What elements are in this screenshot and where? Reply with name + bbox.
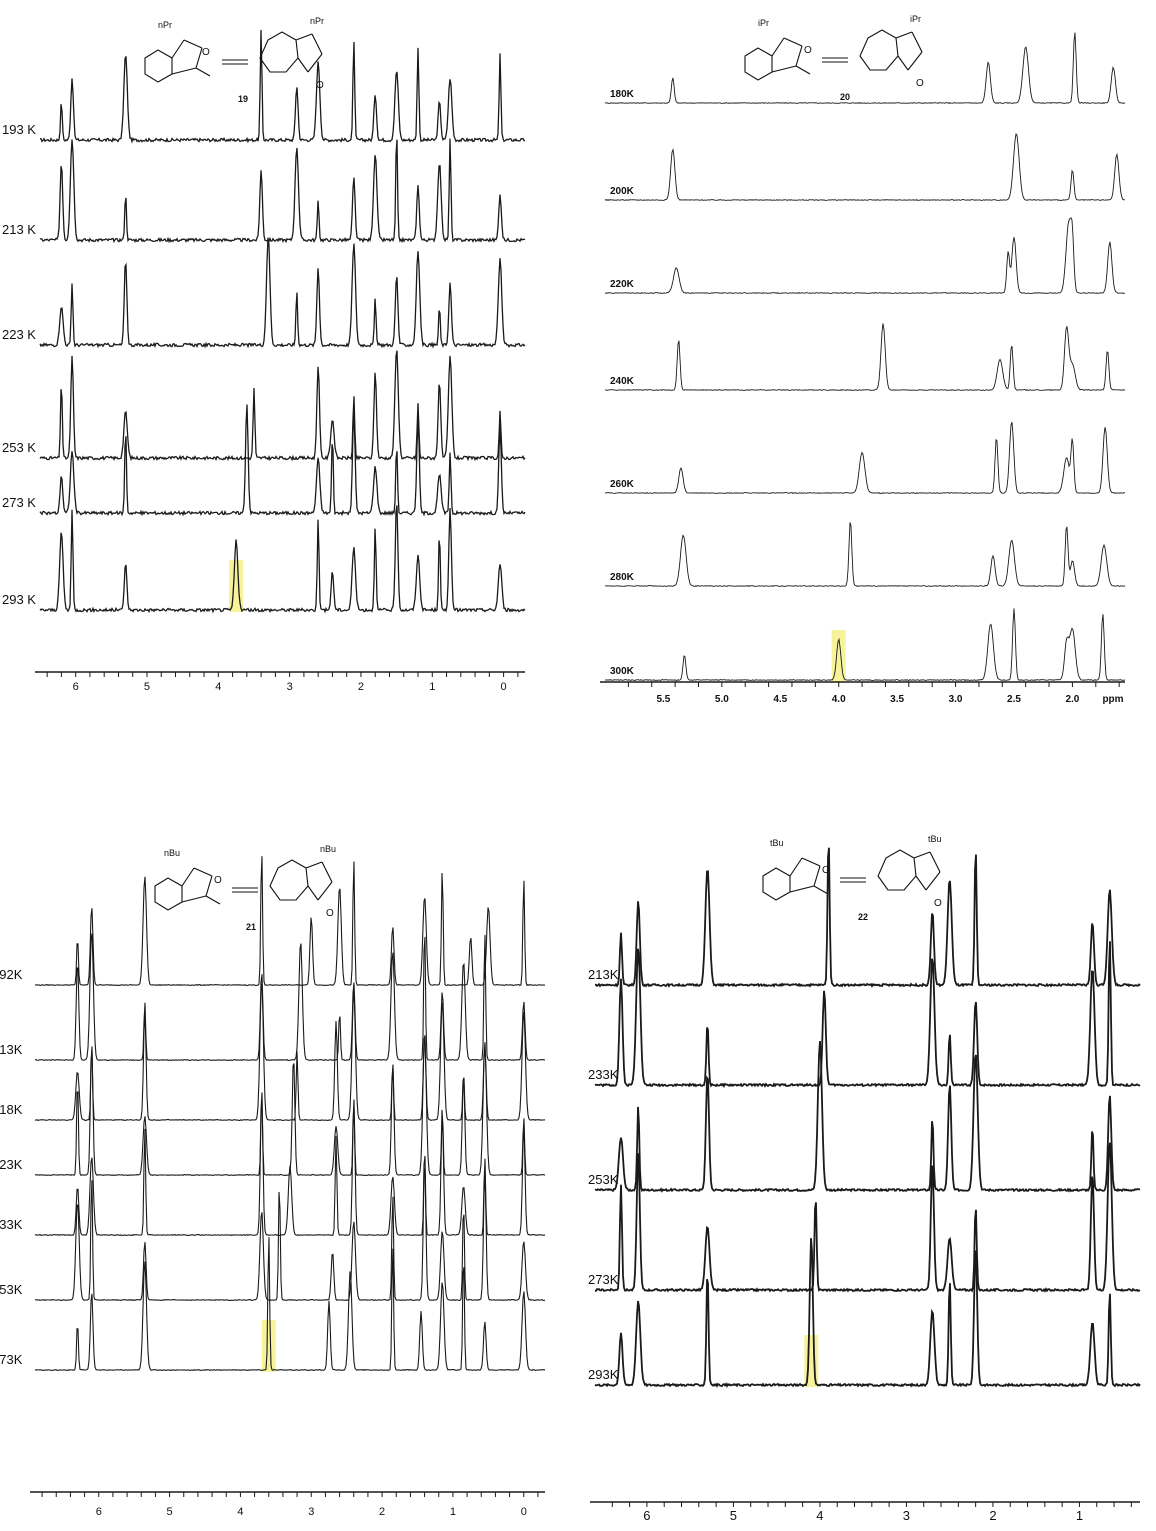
- spectrum-trace: [604, 522, 1126, 587]
- temperature-label: 220K: [610, 279, 635, 290]
- spectrum-trace: [604, 217, 1126, 294]
- tick-label: 3: [308, 1506, 314, 1518]
- temperature-label: 218K: [0, 1102, 23, 1117]
- highlight-box: [831, 630, 846, 682]
- tick-label: 3: [287, 681, 293, 693]
- spectrum-trace: [594, 1142, 1141, 1293]
- tick-label: 6: [73, 681, 79, 693]
- temperature-label: 200K: [610, 186, 635, 197]
- temperature-label: 273K: [588, 1272, 619, 1287]
- spectrum-22: 213K 233K 253K 273K 293K 6 5 4 3 2 1: [588, 847, 1141, 1523]
- tick-label: 4.5: [773, 694, 787, 705]
- temperature-label: 213K: [588, 967, 619, 982]
- temperature-label: 180K: [610, 89, 635, 100]
- spectrum-trace: [39, 29, 526, 144]
- temperature-label: 233K: [588, 1067, 619, 1082]
- tick-label: 3.5: [890, 694, 904, 705]
- temperature-label: 253K: [0, 1282, 23, 1297]
- tick-label: 4: [237, 1506, 243, 1518]
- temperature-label: 293K: [588, 1367, 619, 1382]
- spectrum-trace: [39, 138, 526, 244]
- panel-21: 192K213K218K223K233K253K273K6543210 O nB…: [0, 760, 560, 1531]
- tick-label: 2: [989, 1508, 996, 1523]
- panel-20: 180K 200K 220K 240K 260K 280K 300K 5.5 5.0 4.5 4.0…: [580, 0, 1156, 720]
- tick-label: 2.5: [1007, 694, 1021, 705]
- tick-label: 0: [521, 1506, 527, 1518]
- tick-label: 0: [501, 681, 507, 693]
- spectrum-trace: [34, 983, 546, 1122]
- spectrum-trace: [34, 1039, 546, 1177]
- spectrum-trace: [604, 422, 1125, 494]
- spectrum-trace: [39, 350, 526, 462]
- spectrum-trace: [594, 1040, 1141, 1193]
- temperature-label: 260K: [610, 479, 635, 490]
- tick-label: 1: [1076, 1508, 1083, 1523]
- tick-label: 5.5: [656, 694, 670, 705]
- spectrum-trace: [594, 847, 1141, 988]
- temperature-label: 213K: [0, 1042, 23, 1057]
- spectrum-trace: [34, 933, 546, 1062]
- spectrum-trace: [604, 608, 1126, 681]
- tick-label: 4: [215, 681, 221, 693]
- spectrum-trace: [604, 132, 1125, 201]
- spectrum-trace: [39, 505, 526, 614]
- tick-label: 5: [167, 1506, 173, 1518]
- temperature-label: 273K: [0, 1352, 23, 1367]
- tick-label: 3.0: [949, 694, 963, 705]
- temperature-label: 192K: [0, 967, 23, 982]
- tick-label: 2: [379, 1506, 385, 1518]
- tick-label: 2.0: [1065, 694, 1079, 705]
- spectrum-trace: [39, 404, 526, 517]
- tick-label: 5: [144, 681, 150, 693]
- temperature-label: 300K: [610, 666, 635, 677]
- temperature-label: 223 K: [2, 327, 36, 342]
- spectrum-trace: [34, 1100, 546, 1237]
- tick-label: ppm: [1102, 694, 1123, 705]
- tick-label: 3: [903, 1508, 910, 1523]
- panel-22: 213K 233K 253K 273K 293K 6 5 4 3 2 1 O tBu O tBu 2…: [580, 760, 1156, 1531]
- tick-label: 1: [450, 1506, 456, 1518]
- temperature-label: 233K: [0, 1217, 23, 1232]
- tick-label: 5: [730, 1508, 737, 1523]
- temperature-label: 253K: [588, 1172, 619, 1187]
- temperature-label: 240K: [610, 376, 635, 387]
- spectrum-trace: [604, 323, 1126, 391]
- spectrum-trace: [39, 237, 526, 349]
- temperature-label: 193 K: [2, 122, 36, 137]
- temperature-label: 293 K: [2, 592, 36, 607]
- highlight-box: [229, 560, 244, 612]
- spectrum-trace: [594, 1238, 1141, 1388]
- temperature-label: 280K: [610, 572, 635, 583]
- tick-label: 6: [643, 1508, 650, 1523]
- tick-label: 4: [816, 1508, 823, 1523]
- tick-label: 4.0: [832, 694, 846, 705]
- temperature-label: 253 K: [2, 440, 36, 455]
- tick-label: 6: [96, 1506, 102, 1518]
- temperature-label: 273 K: [2, 495, 36, 510]
- spectrum-trace: [34, 856, 546, 987]
- temperature-label: 213 K: [2, 222, 36, 237]
- highlight-box: [261, 1320, 276, 1372]
- spectrum-trace: [594, 941, 1141, 1088]
- spectrum-trace: [604, 32, 1126, 104]
- tick-label: 2: [358, 681, 364, 693]
- tick-label: 1: [429, 681, 435, 693]
- tick-label: 5.0: [715, 694, 729, 705]
- spectrum-trace: [34, 1168, 545, 1302]
- spectrum-trace: [34, 1237, 546, 1372]
- spectrum-19: 193 K 213 K 223 K 253 K 273 K 293 K 6 5 4 3 2 1 0: [2, 29, 526, 693]
- spectrum-20: 180K 200K 220K 240K 260K 280K 300K 5.5 5.0 4.5 4.0…: [600, 32, 1126, 705]
